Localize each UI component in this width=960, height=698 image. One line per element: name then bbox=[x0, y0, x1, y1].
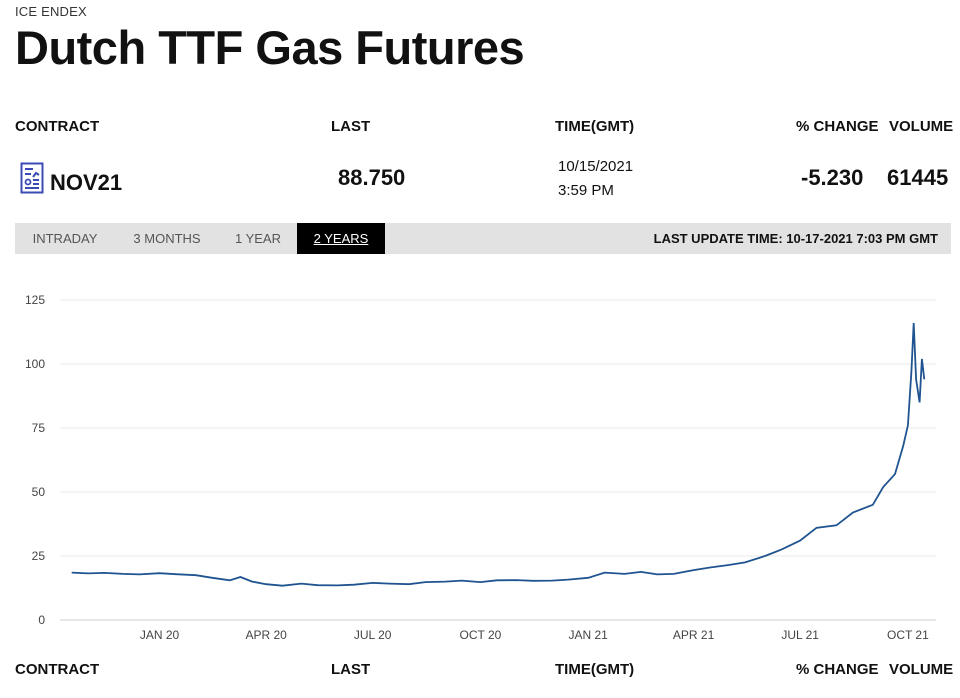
bottom-header-last: LAST bbox=[331, 661, 371, 678]
trade-date: 10/15/2021 bbox=[558, 158, 634, 175]
tab-3-months[interactable]: 3 MONTHS bbox=[133, 231, 201, 246]
column-header-time: TIME(GMT) bbox=[555, 118, 635, 135]
tab-intraday[interactable]: INTRADAY bbox=[32, 231, 98, 246]
page-title: Dutch TTF Gas Futures bbox=[15, 21, 525, 74]
bottom-header-contract: CONTRACT bbox=[15, 661, 100, 678]
y-tick-label: 100 bbox=[25, 357, 45, 371]
price-line bbox=[71, 322, 926, 587]
column-header-contract: CONTRACT bbox=[15, 118, 100, 135]
percent-change: -5.230 bbox=[801, 165, 864, 190]
column-header-volume: VOLUME bbox=[889, 118, 954, 135]
trade-time: 3:59 PM bbox=[558, 182, 614, 199]
x-tick-label: JUL 20 bbox=[354, 628, 392, 642]
bottom-header-change: % CHANGE bbox=[796, 661, 879, 678]
tab-1-year[interactable]: 1 YEAR bbox=[234, 231, 281, 246]
chart-grid bbox=[60, 299, 936, 621]
contract-cell[interactable]: NOV21 bbox=[20, 160, 122, 196]
bottom-header-volume: VOLUME bbox=[889, 661, 954, 678]
y-tick-label: 25 bbox=[32, 549, 46, 563]
x-tick-label: APR 20 bbox=[245, 628, 287, 642]
last-price: 88.750 bbox=[338, 165, 406, 190]
exchange-label: ICE ENDEX bbox=[15, 4, 87, 19]
x-axis: JAN 20 APR 20 JUL 20 OCT 20 JAN 21 APR 21 JUL … bbox=[140, 628, 929, 642]
x-tick-label: APR 21 bbox=[673, 628, 715, 642]
column-header-last: LAST bbox=[331, 118, 371, 135]
range-tab-bar: INTRADAY 3 MONTHS 1 YEAR 2 YEARS LAST UP… bbox=[15, 223, 951, 254]
tab-2-years[interactable]: 2 YEARS bbox=[297, 223, 385, 254]
x-tick-label: JAN 20 bbox=[140, 628, 180, 642]
y-tick-label: 50 bbox=[32, 485, 46, 499]
y-axis: 0 25 50 75 100 125 bbox=[25, 293, 45, 627]
bottom-header-time: TIME(GMT) bbox=[555, 661, 635, 678]
y-tick-label: 75 bbox=[32, 421, 46, 435]
x-tick-label: OCT 21 bbox=[887, 628, 929, 642]
column-header-change: % CHANGE bbox=[796, 118, 879, 135]
volume-value: 61445 bbox=[887, 165, 949, 190]
y-tick-label: 0 bbox=[38, 613, 45, 627]
x-tick-label: JUL 21 bbox=[781, 628, 819, 642]
y-tick-label: 125 bbox=[25, 293, 45, 307]
contract-name[interactable]: NOV21 bbox=[50, 170, 123, 195]
x-tick-label: OCT 20 bbox=[460, 628, 502, 642]
document-chart-icon[interactable] bbox=[20, 162, 44, 194]
last-update-time: LAST UPDATE TIME: 10-17-2021 7:03 PM GMT bbox=[653, 231, 938, 246]
x-tick-label: JAN 21 bbox=[568, 628, 608, 642]
